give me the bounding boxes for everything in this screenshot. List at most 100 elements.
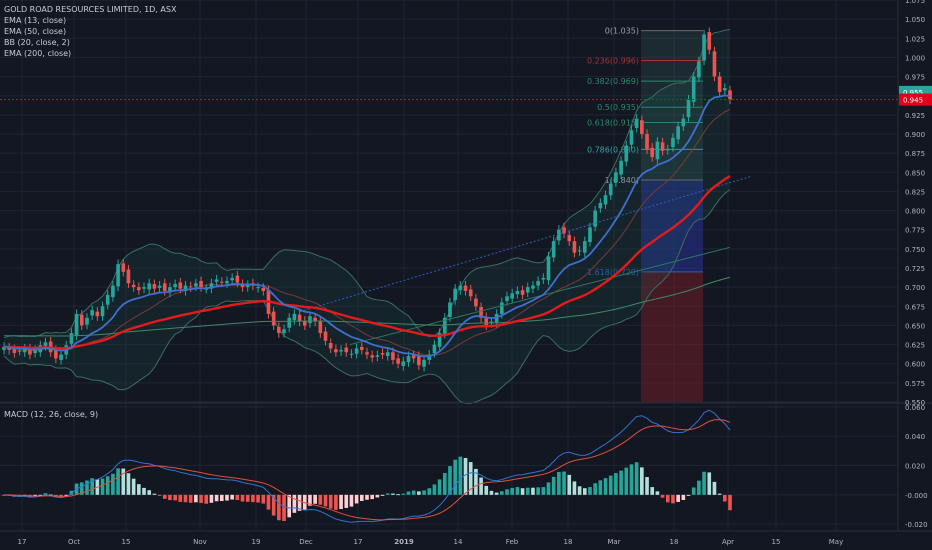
price-tick-label: 0.675 <box>905 303 925 311</box>
candle-body <box>448 302 452 318</box>
macd-histogram-bar <box>479 477 483 495</box>
candle-body <box>354 348 359 354</box>
candle-body <box>230 277 234 281</box>
candle-body <box>17 350 22 352</box>
fib-level-label: 0(1.035) <box>605 27 639 36</box>
candle-body <box>318 321 323 334</box>
time-tick-label: Apr <box>722 538 734 546</box>
time-tick-label: May <box>829 538 843 546</box>
time-tick-label: 17 <box>354 538 363 546</box>
macd-legend: MACD (12, 26, close, 9) <box>4 409 98 420</box>
macd-histogram-bar <box>245 494 250 502</box>
macd-histogram-bar <box>728 494 732 511</box>
macd-histogram-bar <box>722 494 727 502</box>
candle-body <box>593 210 597 227</box>
fib-level-label: 1(0.840) <box>605 176 639 185</box>
time-tick-label: Dec <box>299 538 313 546</box>
macd-histogram-bar <box>681 494 686 501</box>
macd-histogram-bar <box>541 487 546 495</box>
candle-body <box>515 290 520 295</box>
candle-body <box>707 32 712 50</box>
macd-histogram-bar <box>121 468 126 495</box>
macd-histogram-bar <box>614 473 618 495</box>
legend-ema200: EMA (200, close) <box>4 49 72 58</box>
macd-histogram-bar <box>328 494 333 509</box>
candle-body <box>598 202 603 209</box>
current-price-label: 0.955 <box>903 89 923 97</box>
fib-level-label: 0.236(0.996) <box>587 56 639 65</box>
price-tick-label: 0.575 <box>905 380 925 388</box>
candle-body <box>131 284 136 288</box>
price-tick-label: 0.650 <box>905 322 925 330</box>
fib-level-label: 0.786(0.880) <box>587 145 639 154</box>
time-tick-label: Mar <box>607 538 620 546</box>
candle-body <box>702 34 706 61</box>
macd-histogram-bar <box>391 493 395 495</box>
candle-body <box>277 326 281 334</box>
macd-histogram-bar <box>624 467 629 495</box>
candle-body <box>577 250 582 252</box>
price-tick-label: 0.600 <box>905 361 925 369</box>
macd-histogram-bar <box>598 480 603 495</box>
ema13-line <box>3 94 731 358</box>
macd-histogram-bar <box>717 493 722 495</box>
macd-tick-label: -0.000 <box>905 492 928 500</box>
candle-body <box>717 76 722 92</box>
candle-body <box>505 296 509 301</box>
bb-lower <box>3 189 731 405</box>
candle-body <box>313 317 317 322</box>
candle-body <box>188 286 193 288</box>
price-tick-label: 0.825 <box>905 188 925 196</box>
candle-body <box>261 287 266 291</box>
chart-legend: GOLD ROAD RESOURCES LIMITED, 1D, ASX EMA… <box>4 4 176 59</box>
candle-body <box>74 313 79 336</box>
candle-body <box>624 145 629 162</box>
macd-histogram-bar <box>277 494 281 521</box>
candle-body <box>634 118 639 128</box>
fib-level-label: 0.5(0.935) <box>597 103 639 112</box>
price-tick-label: 0.550 <box>905 399 925 407</box>
candle-body <box>79 314 84 326</box>
macd-histogram-bar <box>660 494 665 498</box>
candle-body <box>323 331 328 341</box>
macd-histogram-bar <box>183 494 188 503</box>
candle-body <box>240 284 245 288</box>
macd-histogram-bar <box>442 473 447 495</box>
macd-histogram-bar <box>339 494 343 510</box>
macd-histogram-bar <box>686 494 691 496</box>
candle-body <box>199 281 203 288</box>
macd-histogram-bar <box>240 494 245 502</box>
candle-body <box>100 306 105 317</box>
candle-body <box>681 118 686 127</box>
candle-body <box>178 282 183 289</box>
candle-body <box>474 298 478 307</box>
macd-histogram-bar <box>334 494 338 510</box>
macd-histogram-bar <box>427 488 432 495</box>
macd-histogram-bar <box>142 487 146 495</box>
legend-bb: BB (20, close, 2) <box>4 38 70 47</box>
candle-body <box>417 356 421 366</box>
candle-body <box>562 227 566 234</box>
candle-body <box>157 285 162 288</box>
candle-body <box>380 352 385 355</box>
candle-body <box>437 333 442 347</box>
macd-histogram-bar <box>593 483 597 495</box>
macd-tick-label: -0.020 <box>905 521 928 529</box>
fib-level-label: 0.382(0.969) <box>587 77 639 86</box>
price-tick-label: 1.050 <box>905 16 925 24</box>
candle-body <box>292 313 297 321</box>
candle-body <box>614 172 618 183</box>
macd-histogram-bar <box>209 494 214 503</box>
macd-histogram-bar <box>194 494 198 503</box>
macd-histogram-bar <box>396 494 400 496</box>
time-tick-label: 15 <box>772 538 781 546</box>
candle-body <box>432 344 437 353</box>
last-price-label: 0.945 <box>903 97 923 105</box>
candle-body <box>385 352 390 357</box>
candle-body <box>344 347 349 353</box>
macd-histogram-bar <box>453 459 457 495</box>
candle-body <box>557 229 561 241</box>
price-tick-label: 0.975 <box>905 74 925 82</box>
candle-body <box>640 120 644 134</box>
